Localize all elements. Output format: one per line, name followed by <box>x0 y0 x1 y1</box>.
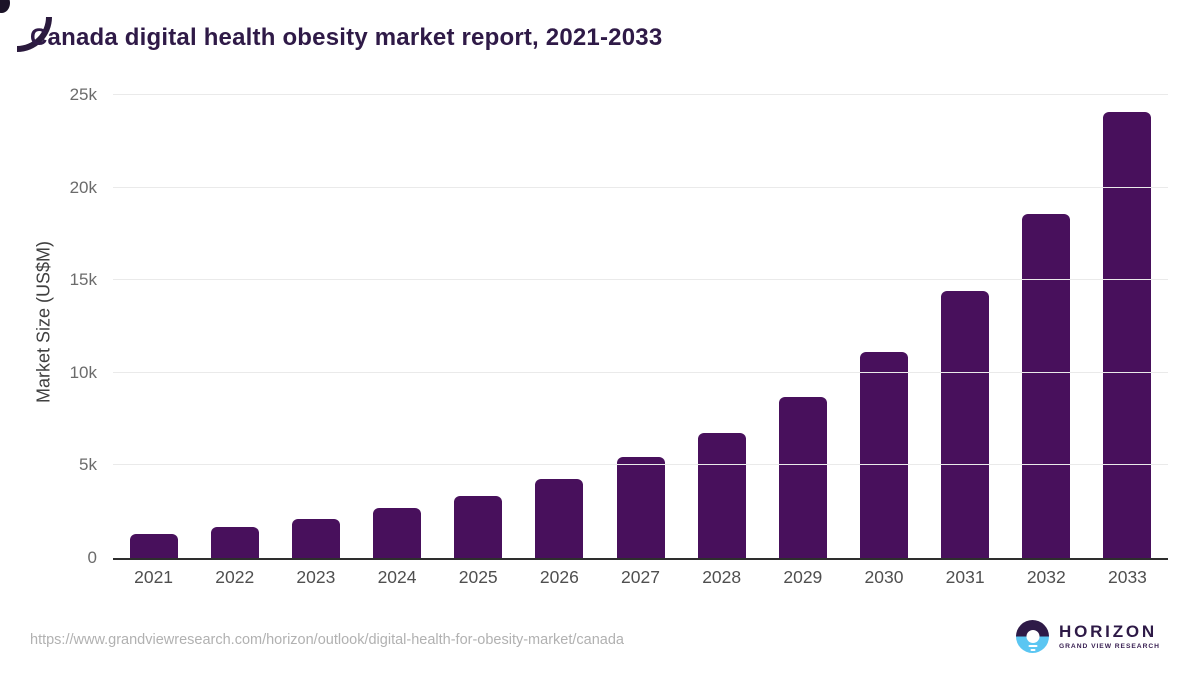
bar-column-2030 <box>843 95 924 558</box>
bar-2024[interactable] <box>373 508 422 558</box>
logo-title: HORIZON <box>1059 622 1157 642</box>
y-tick-15k: 15k <box>69 270 97 290</box>
sun-reflection-icon <box>1030 649 1035 651</box>
bar-column-2022 <box>194 95 275 558</box>
gridline-5k <box>113 464 1168 466</box>
bar-series <box>113 95 1168 558</box>
page-title: Canada digital health obesity market rep… <box>30 24 663 51</box>
logo-text: HORIZON GRAND VIEW RESEARCH <box>1059 622 1160 650</box>
bar-2027[interactable] <box>616 457 665 558</box>
x-label-2030: 2030 <box>864 567 904 587</box>
bar-2033[interactable] <box>1103 112 1152 558</box>
bar-2032[interactable] <box>1022 213 1071 558</box>
x-label-2025: 2025 <box>458 567 498 587</box>
sun-reflection-icon <box>1028 645 1037 647</box>
x-label-2021: 2021 <box>134 567 174 587</box>
x-label-2032: 2032 <box>1026 567 1066 587</box>
bar-2021[interactable] <box>129 533 178 558</box>
y-tick-25k: 25k <box>69 85 97 104</box>
bar-column-2027 <box>600 95 681 558</box>
horizon-logo: HORIZON GRAND VIEW RESEARCH <box>1016 620 1160 653</box>
x-label-2026: 2026 <box>539 567 579 587</box>
sun-icon <box>1026 630 1039 643</box>
bar-column-2025 <box>438 95 519 558</box>
bar-2031[interactable] <box>941 291 990 558</box>
bar-2029[interactable] <box>778 396 827 558</box>
logo-subtitle: GRAND VIEW RESEARCH <box>1059 642 1160 650</box>
x-label-2022: 2022 <box>215 567 255 587</box>
bar-column-2032 <box>1006 95 1087 558</box>
x-label-2033: 2033 <box>1107 567 1147 587</box>
x-label-2027: 2027 <box>621 567 660 587</box>
bar-column-2023 <box>275 95 356 558</box>
gridline-20k <box>113 186 1168 188</box>
horizon-logo-icon <box>1016 620 1049 653</box>
plot-area <box>113 94 1168 560</box>
y-tick-20k: 20k <box>69 177 97 197</box>
bar-column-2033 <box>1087 95 1168 558</box>
bar-column-2021 <box>113 95 194 558</box>
bar-2026[interactable] <box>535 479 584 558</box>
source-url: https://www.grandviewresearch.com/horizo… <box>30 632 624 648</box>
x-label-2028: 2028 <box>702 567 742 587</box>
bar-2022[interactable] <box>210 527 259 558</box>
gridline-15k <box>113 279 1168 281</box>
bar-column-2026 <box>519 95 600 558</box>
bar-column-2031 <box>925 95 1006 558</box>
bar-column-2024 <box>356 95 437 558</box>
bar-2023[interactable] <box>291 518 340 558</box>
corner-artifact <box>0 0 10 13</box>
bar-column-2028 <box>681 95 762 558</box>
y-tick-10k: 10k <box>69 362 97 382</box>
bar-2028[interactable] <box>697 432 746 558</box>
y-tick-0: 0 <box>87 548 97 567</box>
x-label-2031: 2031 <box>945 567 985 587</box>
y-tick-5k: 5k <box>79 455 97 475</box>
x-axis-labels: 2021 2022 2023 2024 2025 2026 2027 2028 2029 2030… <box>113 567 1168 588</box>
bar-2025[interactable] <box>454 495 503 558</box>
gridline-25k <box>113 94 1168 95</box>
x-label-2024: 2024 <box>377 567 417 587</box>
gridline-10k <box>113 371 1168 373</box>
x-label-2029: 2029 <box>783 567 823 587</box>
bar-column-2029 <box>762 95 843 558</box>
x-label-2023: 2023 <box>296 567 336 587</box>
bar-2030[interactable] <box>859 351 908 558</box>
